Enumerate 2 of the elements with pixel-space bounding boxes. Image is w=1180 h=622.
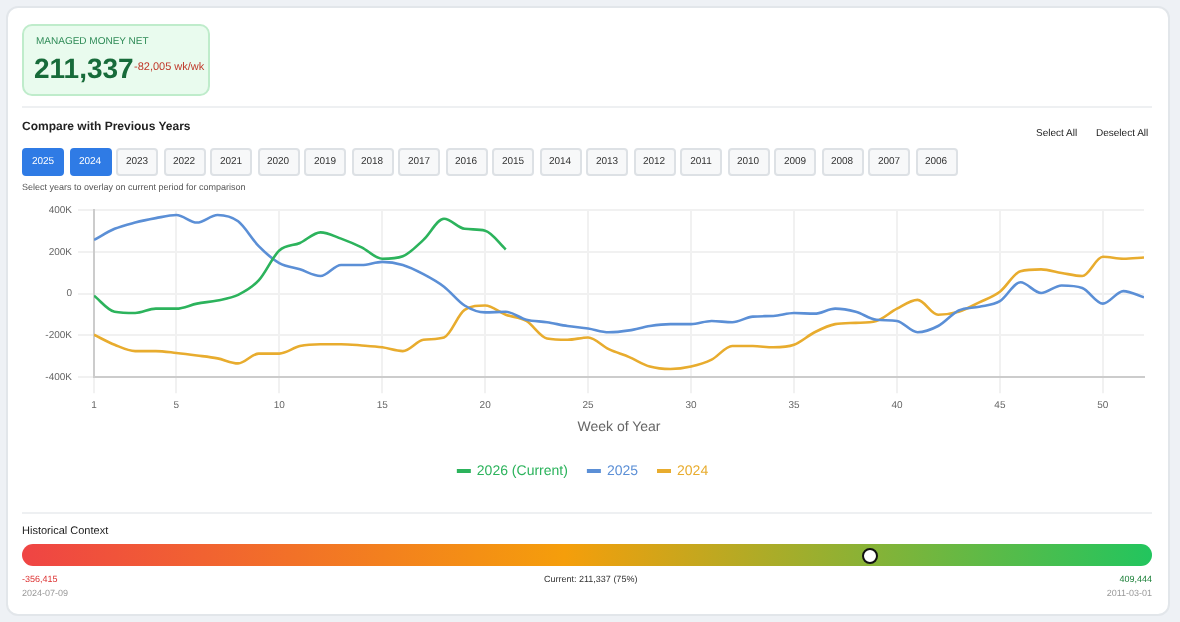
text: 211,337 xyxy=(34,52,134,84)
line-series xyxy=(94,217,508,315)
